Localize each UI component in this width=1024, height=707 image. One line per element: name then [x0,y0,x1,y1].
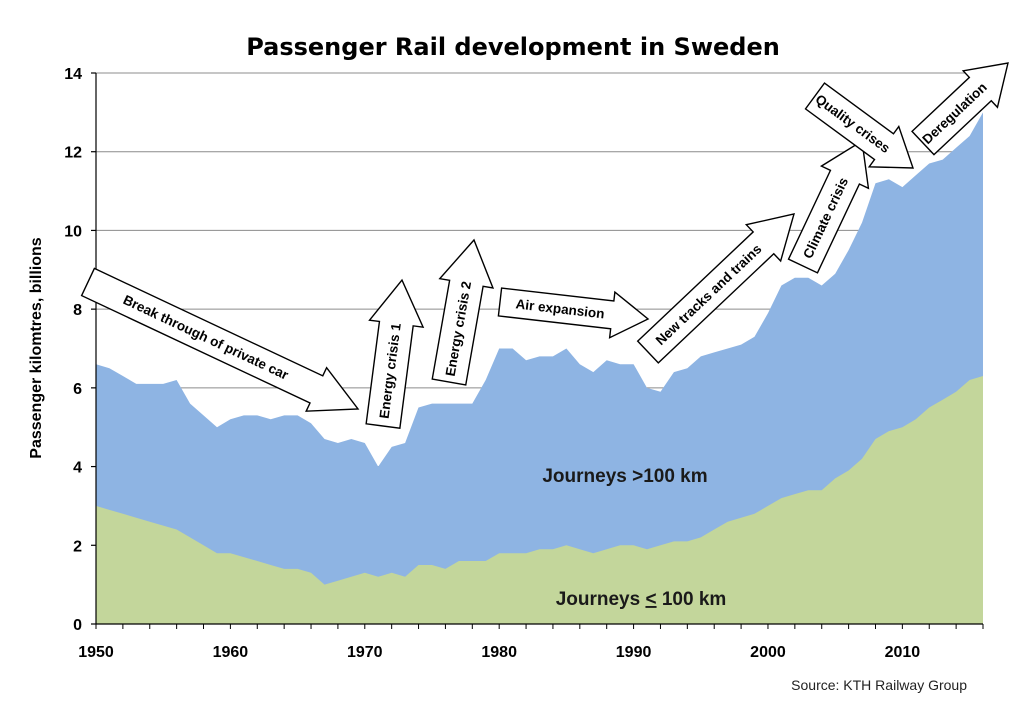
y-tick-label: 14 [64,66,82,83]
series-label-short-symbol: < [645,589,656,610]
area-journeys-over-100km [96,112,983,625]
arrow-label: New tracks and trains [653,241,765,348]
arrow-shape [497,287,650,339]
arrow-shape [636,213,795,364]
arrow-energy-crisis-1: Energy crisis 1 [365,278,425,429]
y-tick-label: 8 [73,302,82,319]
y-axis-label: Passenger kilomtres, billions [28,237,45,459]
area-journeys-under-100km [96,376,983,624]
series-label-short: Journeys < 100 km [556,589,727,610]
x-tick-label: 1990 [616,644,652,661]
y-tick-labels: 0 2 4 6 8 10 12 14 [64,66,82,634]
arrow-shape [80,267,360,412]
series-label-long: Journeys >100 km [542,466,707,487]
y-tick-label: 12 [64,145,82,162]
axes [91,72,984,629]
y-tick-label: 0 [73,617,82,634]
y-tick-label: 6 [73,381,82,398]
x-tick-label: 1960 [213,644,249,661]
source-note: Source: KTH Railway Group [791,677,967,693]
arrow-shape [431,238,495,386]
arrow-shape [787,139,870,274]
x-tick-label: 2000 [750,644,786,661]
area-series [96,112,983,625]
x-tick-label: 1950 [78,644,114,661]
arrow-shape [365,278,425,429]
series-label-short-suffix: 100 km [657,589,727,610]
x-tick-label: 2010 [885,644,921,661]
arrow-energy-crisis-2: Energy crisis 2 [431,238,495,386]
y-tick-label: 10 [64,223,82,240]
x-tick-label: 1980 [481,644,517,661]
series-label-short-prefix: Journeys [556,589,646,610]
arrow-shape [911,62,1009,156]
y-tick-label: 4 [73,460,82,477]
arrow-air-expansion: Air expansion [497,287,650,339]
chart-title: Passenger Rail development in Sweden [246,33,780,61]
arrow-label: Break through of private car [121,292,292,383]
x-tick-label: 1970 [347,644,383,661]
arrow-shape [804,82,914,169]
x-tick-labels: 1950 1960 1970 1980 1990 2000 2010 [78,644,920,661]
y-tick-label: 2 [73,538,82,555]
